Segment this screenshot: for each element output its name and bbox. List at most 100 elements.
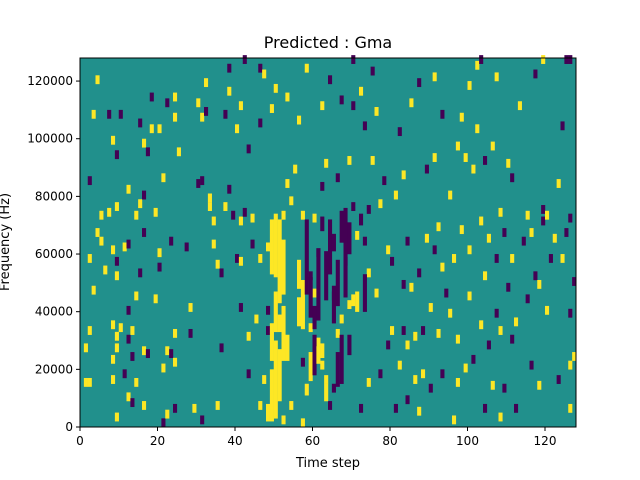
heatmap-cell: [502, 228, 507, 237]
heatmap-cell: [320, 181, 325, 191]
chart-title: Predicted : Gma: [264, 33, 392, 52]
heatmap-cell: [235, 254, 240, 263]
heatmap-cell: [273, 83, 278, 93]
heatmap-cell: [273, 213, 278, 278]
heatmap-cell: [126, 305, 131, 315]
heatmap-cell: [502, 383, 507, 393]
heatmap-cell: [269, 369, 274, 422]
heatmap-cell: [463, 153, 468, 162]
x-tick-label: 40: [227, 434, 242, 448]
heatmap-cell: [188, 303, 193, 312]
heatmap-cell: [448, 190, 453, 200]
heatmap-cell: [467, 81, 472, 90]
heatmap-cell: [258, 254, 263, 263]
heatmap-cell: [250, 239, 255, 249]
heatmap-cell: [238, 216, 243, 226]
heatmap-cell: [316, 337, 321, 347]
heatmap-cell: [506, 158, 511, 168]
heatmap-cell: [331, 383, 336, 393]
heatmap-cell: [514, 403, 519, 413]
heatmap-cell: [169, 236, 174, 246]
heatmap-cell: [300, 210, 305, 220]
heatmap-cell: [355, 291, 360, 312]
heatmap-cell: [258, 118, 263, 128]
heatmap-cell: [242, 207, 247, 217]
heatmap-cell: [413, 375, 418, 384]
heatmap-cell: [382, 176, 387, 186]
heatmap-cell: [246, 331, 251, 341]
heatmap-cell: [409, 282, 414, 292]
heatmap-cell: [308, 271, 313, 281]
heatmap-cell: [316, 248, 321, 321]
heatmap-cell: [273, 340, 278, 419]
heatmap-cell: [215, 259, 220, 269]
x-tick-label: 100: [456, 434, 479, 448]
heatmap-cell: [157, 248, 162, 258]
heatmap-cell: [157, 262, 162, 272]
heatmap-cell: [467, 291, 472, 301]
heatmap-cell: [320, 216, 325, 232]
heatmap-cell: [173, 403, 178, 413]
x-tick-label: 80: [382, 434, 397, 448]
heatmap-cell: [448, 308, 453, 318]
heatmap-cell: [463, 363, 468, 373]
heatmap-cell: [494, 254, 499, 263]
heatmap-cell: [277, 314, 282, 333]
heatmap-cell: [432, 245, 437, 255]
heatmap-cell: [277, 349, 282, 402]
heatmap-cell: [355, 230, 360, 240]
heatmap-cell: [533, 69, 538, 79]
heatmap-cell: [459, 112, 464, 122]
y-tick-label: 120000: [27, 74, 73, 88]
heatmap-cell: [452, 254, 457, 263]
heatmap-cell: [134, 210, 139, 220]
heatmap-cell: [103, 265, 108, 275]
heatmap-cell: [196, 179, 201, 188]
heatmap-cell: [266, 403, 271, 422]
heatmap-cell: [405, 340, 410, 350]
heatmap-cell: [475, 60, 480, 70]
heatmap-cell: [541, 55, 546, 64]
heatmap-cell: [467, 245, 472, 255]
heatmap-cell: [297, 259, 302, 289]
heatmap-cell: [514, 317, 519, 327]
heatmap-cell: [335, 352, 340, 387]
heatmap-cell: [238, 101, 243, 111]
heatmap-cell: [424, 164, 429, 174]
heatmap-cell: [479, 216, 484, 226]
heatmap-cell: [432, 153, 437, 162]
heatmap-cell: [498, 326, 503, 335]
heatmap-cell: [188, 328, 193, 338]
heatmap-cell: [366, 205, 371, 214]
heatmap-cell: [328, 401, 333, 410]
heatmap-cell: [114, 331, 119, 341]
heatmap-cell: [126, 334, 131, 344]
heatmap-cell: [285, 179, 290, 188]
heatmap-cell: [142, 228, 147, 237]
heatmap-cell: [421, 326, 426, 335]
heatmap-cell: [207, 193, 212, 203]
heatmap-cell: [99, 210, 104, 220]
heatmap-cell: [126, 392, 131, 402]
x-axis-label: Time step: [295, 456, 360, 471]
heatmap-cell: [219, 268, 224, 278]
heatmap-cell: [572, 277, 577, 286]
heatmap-cell: [347, 156, 352, 165]
heatmap-cell: [211, 216, 216, 226]
heatmap-cell: [196, 98, 201, 108]
heatmap-cell: [378, 369, 383, 379]
heatmap-cell: [397, 360, 402, 370]
heatmap-cell: [91, 109, 96, 119]
heatmap-cell: [413, 331, 418, 341]
heatmap-cell: [510, 254, 515, 263]
heatmap-cell: [343, 207, 348, 298]
heatmap-cell: [83, 343, 88, 353]
heatmap-cell: [564, 55, 569, 64]
x-tick-label: 60: [305, 434, 320, 448]
heatmap-cell: [111, 245, 116, 255]
heatmap-cell: [351, 294, 356, 307]
heatmap-cell: [324, 158, 329, 168]
heatmap-cell: [204, 107, 209, 116]
heatmap-cell: [324, 383, 329, 402]
heatmap-cell: [184, 242, 189, 252]
